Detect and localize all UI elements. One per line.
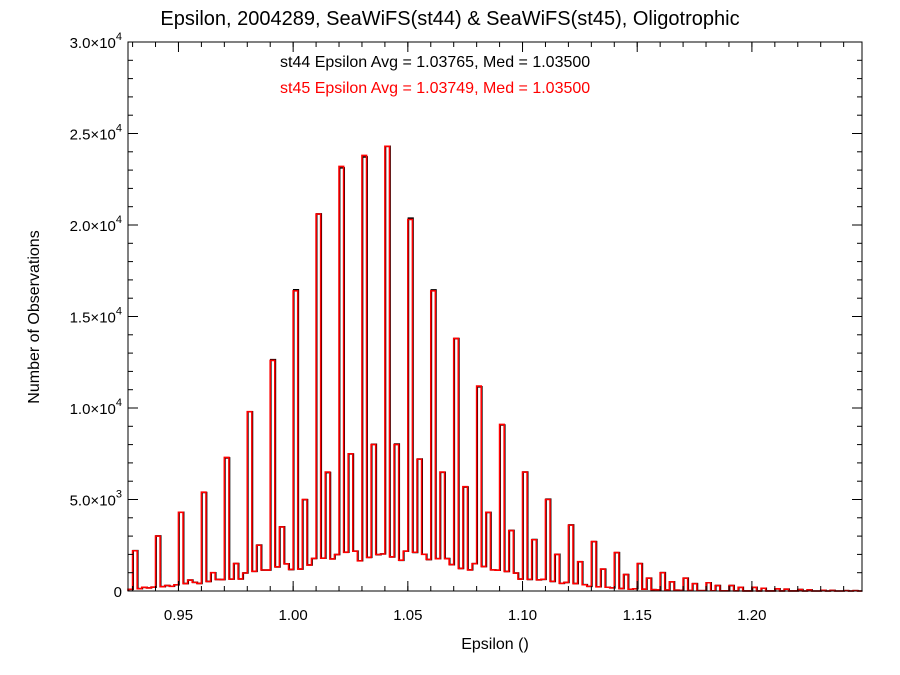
y-tick-label: 2.0×104	[70, 214, 122, 235]
chart-title: Epsilon, 2004289, SeaWiFS(st44) & SeaWiF…	[160, 8, 740, 30]
y-tick-label: 2.5×104	[70, 123, 122, 144]
histogram-series-st44	[127, 145, 863, 592]
y-tick-label: 3.0×104	[70, 31, 122, 52]
axes-group: 0.95 1.00 1.05 1.10 1.15 1.20 0 5.0×103 1.0×104 1…	[70, 31, 863, 624]
st45-stats-label: st45 Epsilon Avg = 1.03749, Med = 1.0350…	[280, 80, 591, 97]
plot-frame	[127, 41, 863, 592]
st44-stats-label: st44 Epsilon Avg = 1.03765, Med = 1.0350…	[280, 54, 591, 71]
histogram-series-st45	[127, 145, 862, 592]
y-tick-label: 1.0×104	[70, 397, 122, 418]
y-tick-label: 0	[114, 584, 122, 601]
x-tick-label: 1.00	[279, 607, 308, 624]
x-tick-label: 1.20	[737, 607, 766, 624]
x-tick-label: 1.05	[393, 607, 422, 624]
histogram-series-group	[127, 145, 863, 592]
y-tick-label: 5.0×103	[70, 489, 122, 510]
y-tick-label: 1.5×104	[70, 306, 122, 327]
x-tick-label: 0.95	[164, 607, 193, 624]
x-tick-label: 1.15	[623, 607, 652, 624]
x-axis-label: Epsilon ()	[461, 636, 529, 653]
x-tick-label: 1.10	[508, 607, 537, 624]
